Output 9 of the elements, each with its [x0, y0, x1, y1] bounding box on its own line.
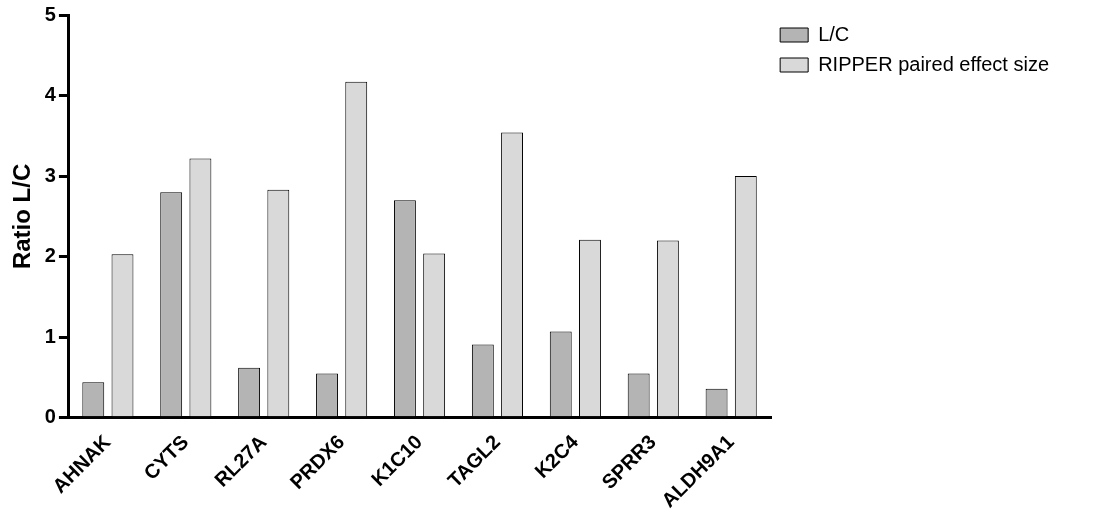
y-tick-label: 0	[44, 405, 56, 428]
y-axis-title: Ratio L/C	[8, 163, 36, 270]
legend-label: L/C	[818, 22, 850, 45]
y-tick-label: 2	[44, 244, 56, 267]
y-tick-label: 4	[44, 83, 57, 106]
y-tick-label: 3	[44, 163, 56, 186]
legend-label: RIPPER paired effect size	[818, 52, 1050, 75]
y-tick-label: 1	[44, 324, 56, 347]
y-tick-label: 5	[44, 2, 56, 25]
